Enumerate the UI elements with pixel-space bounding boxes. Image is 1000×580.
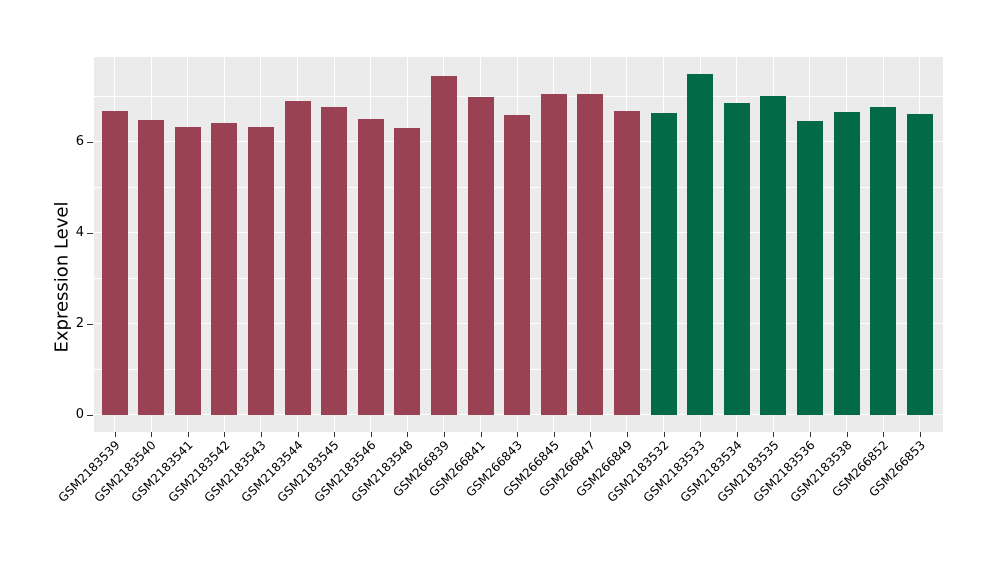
y-tick-label: 0 (75, 407, 84, 422)
x-tick-mark (224, 432, 226, 437)
x-tick-mark (114, 432, 116, 437)
y-tick-label: 2 (75, 316, 84, 331)
bar-GSM2183540 (138, 120, 165, 415)
y-gridline (94, 95, 943, 97)
x-tick-mark (517, 432, 519, 437)
bar-GSM2183536 (796, 121, 823, 415)
x-tick-mark (846, 432, 848, 437)
x-tick-mark (809, 432, 811, 437)
x-tick-mark (260, 432, 262, 437)
x-tick-mark (407, 432, 409, 437)
y-tick-mark (87, 415, 93, 416)
x-tick-mark (590, 432, 592, 437)
x-tick-mark (663, 432, 665, 437)
x-tick-mark (919, 432, 921, 437)
bar-GSM2183534 (723, 103, 750, 415)
x-tick-mark (370, 432, 372, 437)
bar-GSM2183541 (174, 126, 201, 415)
bar-GSM266847 (577, 94, 604, 415)
y-tick-mark (87, 324, 93, 325)
bar-GSM266853 (906, 113, 933, 415)
bar-GSM2183545 (321, 106, 348, 415)
bar-GSM2183539 (101, 110, 128, 415)
x-tick-mark (553, 432, 555, 437)
bar-GSM2183546 (357, 118, 384, 415)
bar-GSM2183532 (650, 113, 677, 415)
bar-GSM2183548 (394, 128, 421, 415)
x-tick-mark (297, 432, 299, 437)
bar-GSM2183533 (687, 74, 714, 415)
x-tick-mark (626, 432, 628, 437)
x-tick-mark (773, 432, 775, 437)
bar-GSM2183535 (760, 96, 787, 415)
x-tick-mark (480, 432, 482, 437)
x-tick-label-text: GSM2183539 (55, 438, 123, 505)
x-tick-mark (700, 432, 702, 437)
x-tick-mark (736, 432, 738, 437)
bar-GSM266852 (870, 106, 897, 415)
x-tick-mark (187, 432, 189, 437)
bar-GSM266841 (467, 96, 494, 415)
bar-GSM2183543 (247, 126, 274, 415)
x-tick-mark (334, 432, 336, 437)
bar-GSM266843 (504, 115, 531, 415)
bar-GSM266845 (540, 94, 567, 415)
x-tick-mark (443, 432, 445, 437)
bar-GSM2183542 (211, 122, 238, 415)
y-tick-label: 4 (75, 225, 84, 240)
y-tick-label: 6 (75, 134, 84, 149)
y-tick-mark (87, 142, 93, 143)
bar-GSM2183538 (833, 112, 860, 415)
x-tick-mark (883, 432, 885, 437)
plot-area (94, 57, 943, 432)
y-tick-mark (87, 233, 93, 234)
bar-GSM266849 (613, 110, 640, 415)
bar-GSM2183544 (284, 101, 311, 415)
x-tick-mark (151, 432, 153, 437)
bar-GSM266839 (430, 75, 457, 415)
